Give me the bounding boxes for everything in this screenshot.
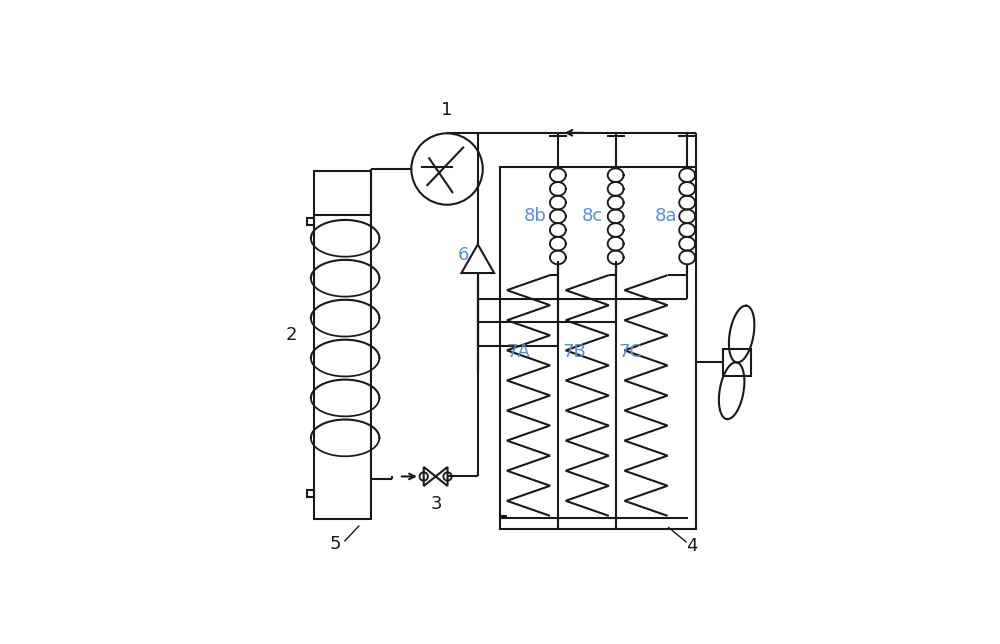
Text: 1: 1: [441, 100, 453, 118]
Text: 8b: 8b: [524, 207, 547, 225]
Text: 6: 6: [458, 246, 470, 264]
Bar: [307, 218, 314, 225]
Bar: [500, 167, 696, 529]
Text: 3: 3: [431, 495, 442, 513]
Text: 4: 4: [686, 537, 698, 555]
Text: 7C: 7C: [619, 343, 643, 361]
Text: 2: 2: [286, 326, 298, 344]
Bar: [723, 348, 751, 376]
Text: 7A: 7A: [507, 343, 530, 361]
Bar: [314, 171, 371, 518]
Text: 8c: 8c: [582, 207, 603, 225]
Text: 5: 5: [330, 535, 341, 553]
Text: 8a: 8a: [655, 207, 677, 225]
Bar: [307, 490, 314, 497]
Text: 7B: 7B: [563, 343, 586, 361]
